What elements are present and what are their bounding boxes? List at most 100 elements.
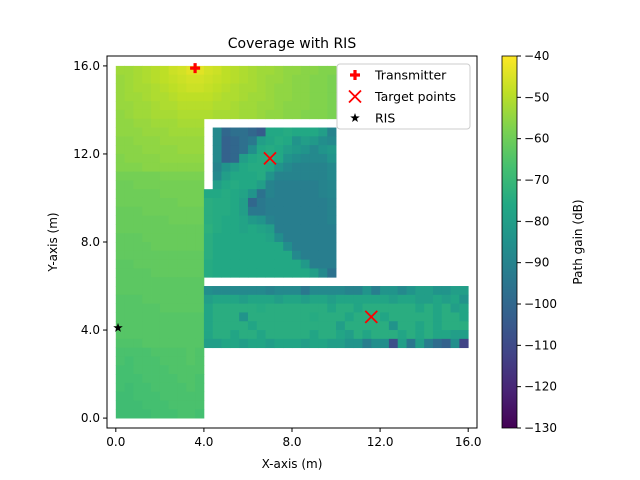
heatmap-cell [318, 145, 328, 155]
heatmap-cell [406, 303, 416, 313]
heatmap-cell [124, 153, 134, 164]
heatmap-cell [318, 233, 328, 243]
heatmap-cell [336, 294, 346, 305]
heatmap-cell [441, 321, 451, 331]
heatmap-cell [292, 65, 302, 76]
heatmap-cell [432, 321, 443, 331]
heatmap-cell [309, 321, 319, 331]
heatmap-cell [221, 286, 231, 296]
heatmap-cell [300, 162, 311, 172]
heatmap-cell [115, 330, 126, 340]
heatmap-cell [415, 330, 425, 340]
heatmap-cell [353, 303, 363, 313]
heatmap-cell [327, 180, 337, 190]
heatmap-cell [336, 312, 346, 322]
heatmap-cell [318, 259, 328, 269]
heatmap-cell [133, 382, 143, 393]
heatmap-cell [133, 153, 143, 164]
heatmap-cell [283, 286, 293, 296]
heatmap-cell [300, 171, 311, 181]
heatmap-cell [283, 145, 293, 155]
heatmap-cell [168, 233, 178, 243]
heatmap-cell [432, 286, 443, 296]
heatmap-cell [124, 215, 134, 225]
heatmap-cell [318, 65, 328, 76]
heatmap-cell [168, 224, 178, 234]
heatmap-cell [151, 259, 161, 269]
heatmap-cell [292, 330, 302, 340]
heatmap-cell [256, 286, 266, 296]
heatmap-cell [256, 101, 266, 111]
heatmap-cell [256, 136, 266, 146]
heatmap-cell [151, 136, 161, 146]
heatmap-cell [247, 330, 258, 340]
heatmap-cell [168, 250, 178, 261]
heatmap-cell [318, 171, 328, 181]
legend-transmitter-icon [350, 70, 360, 80]
heatmap-cell [247, 127, 258, 137]
heatmap-cell [265, 189, 275, 199]
heatmap-cell [212, 136, 222, 146]
heatmap-cell [124, 65, 134, 76]
heatmap-cell [256, 92, 266, 102]
heatmap-cell [212, 286, 222, 296]
heatmap-cell [300, 215, 311, 225]
heatmap-cell [203, 294, 214, 305]
heatmap-cell [159, 321, 170, 331]
heatmap-cell [256, 153, 266, 164]
heatmap-cell [221, 330, 231, 340]
heatmap-cell [247, 162, 258, 172]
heatmap-cell [327, 268, 337, 278]
heatmap-cell [124, 180, 134, 190]
heatmap-cell [265, 321, 275, 331]
heatmap-cell [327, 338, 337, 349]
heatmap-cell [159, 303, 170, 313]
heatmap-cell [177, 206, 187, 216]
heatmap-cell [318, 180, 328, 190]
heatmap-cell [177, 374, 187, 384]
heatmap-cell [230, 109, 240, 120]
heatmap-cell [151, 233, 161, 243]
heatmap-cell [292, 153, 302, 164]
heatmap-cell [177, 171, 187, 181]
heatmap-cell [168, 303, 178, 313]
heatmap-cell [247, 171, 258, 181]
heatmap-cell [318, 321, 328, 331]
heatmap-cell [247, 109, 258, 120]
heatmap-cell [203, 197, 214, 208]
heatmap-cell [300, 153, 311, 164]
heatmap-cell [230, 294, 240, 305]
heatmap-cell [318, 92, 328, 102]
heatmap-cell [424, 294, 434, 305]
heatmap-cell [133, 286, 143, 296]
heatmap-cell [177, 259, 187, 269]
heatmap-cell [283, 338, 293, 349]
heatmap-cell [177, 382, 187, 393]
heatmap-cell [124, 206, 134, 216]
heatmap-cell [327, 171, 337, 181]
heatmap-cell [309, 206, 319, 216]
heatmap-cell [186, 171, 196, 181]
heatmap-cell [177, 109, 187, 120]
heatmap-cell [230, 65, 240, 76]
heatmap-cell [309, 136, 319, 146]
heatmap-cell [186, 224, 196, 234]
heatmap-cell [274, 153, 284, 164]
heatmap-cell [159, 197, 170, 208]
heatmap-cell [124, 233, 134, 243]
heatmap-cell [256, 171, 266, 181]
heatmap-cell [327, 259, 337, 269]
heatmap-cell [159, 391, 170, 401]
heatmap-cell [186, 74, 196, 84]
heatmap-cell [230, 215, 240, 225]
heatmap-cell [159, 189, 170, 199]
heatmap-cell [221, 206, 231, 216]
heatmap-cell [186, 92, 196, 102]
heatmap-cell [142, 338, 152, 349]
heatmap-cell [151, 109, 161, 120]
heatmap-cell [327, 312, 337, 322]
heatmap-cell [318, 215, 328, 225]
heatmap-cell [133, 162, 143, 172]
heatmap-cell [292, 92, 302, 102]
heatmap-cell [124, 286, 134, 296]
